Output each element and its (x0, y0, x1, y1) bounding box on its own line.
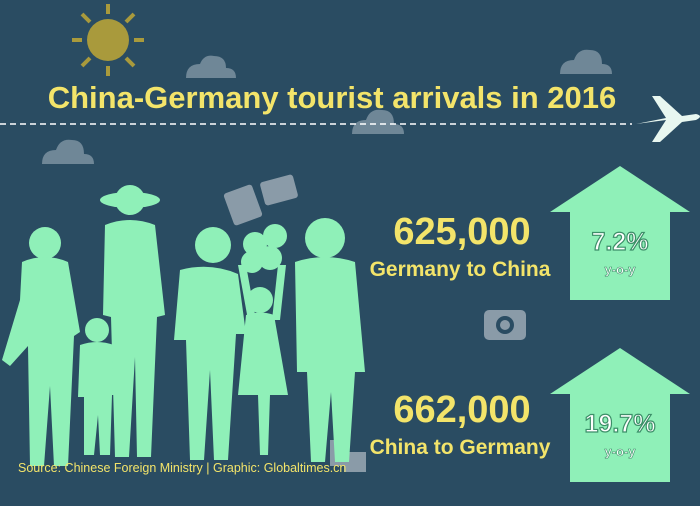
plane (636, 96, 700, 142)
growth-arrow (550, 348, 690, 482)
growth-note: y-o-y (604, 262, 636, 277)
sun (72, 4, 144, 76)
clouds (42, 49, 612, 164)
growth-value: 7.2% (592, 228, 649, 256)
stat-value: 662,000 (393, 389, 530, 431)
growth-arrow (550, 166, 690, 300)
source: Source: Chinese Foreign Ministry | Graph… (18, 461, 346, 475)
family-silhouette (2, 185, 365, 466)
growth-value: 19.7% (585, 410, 656, 438)
stat-label: Germany to China (370, 258, 551, 281)
title: China-Germany tourist arrivals in 2016 (48, 80, 617, 115)
stat-label: China to Germany (370, 436, 551, 459)
stat-value: 625,000 (393, 211, 530, 253)
growth-note: y-o-y (604, 444, 636, 459)
